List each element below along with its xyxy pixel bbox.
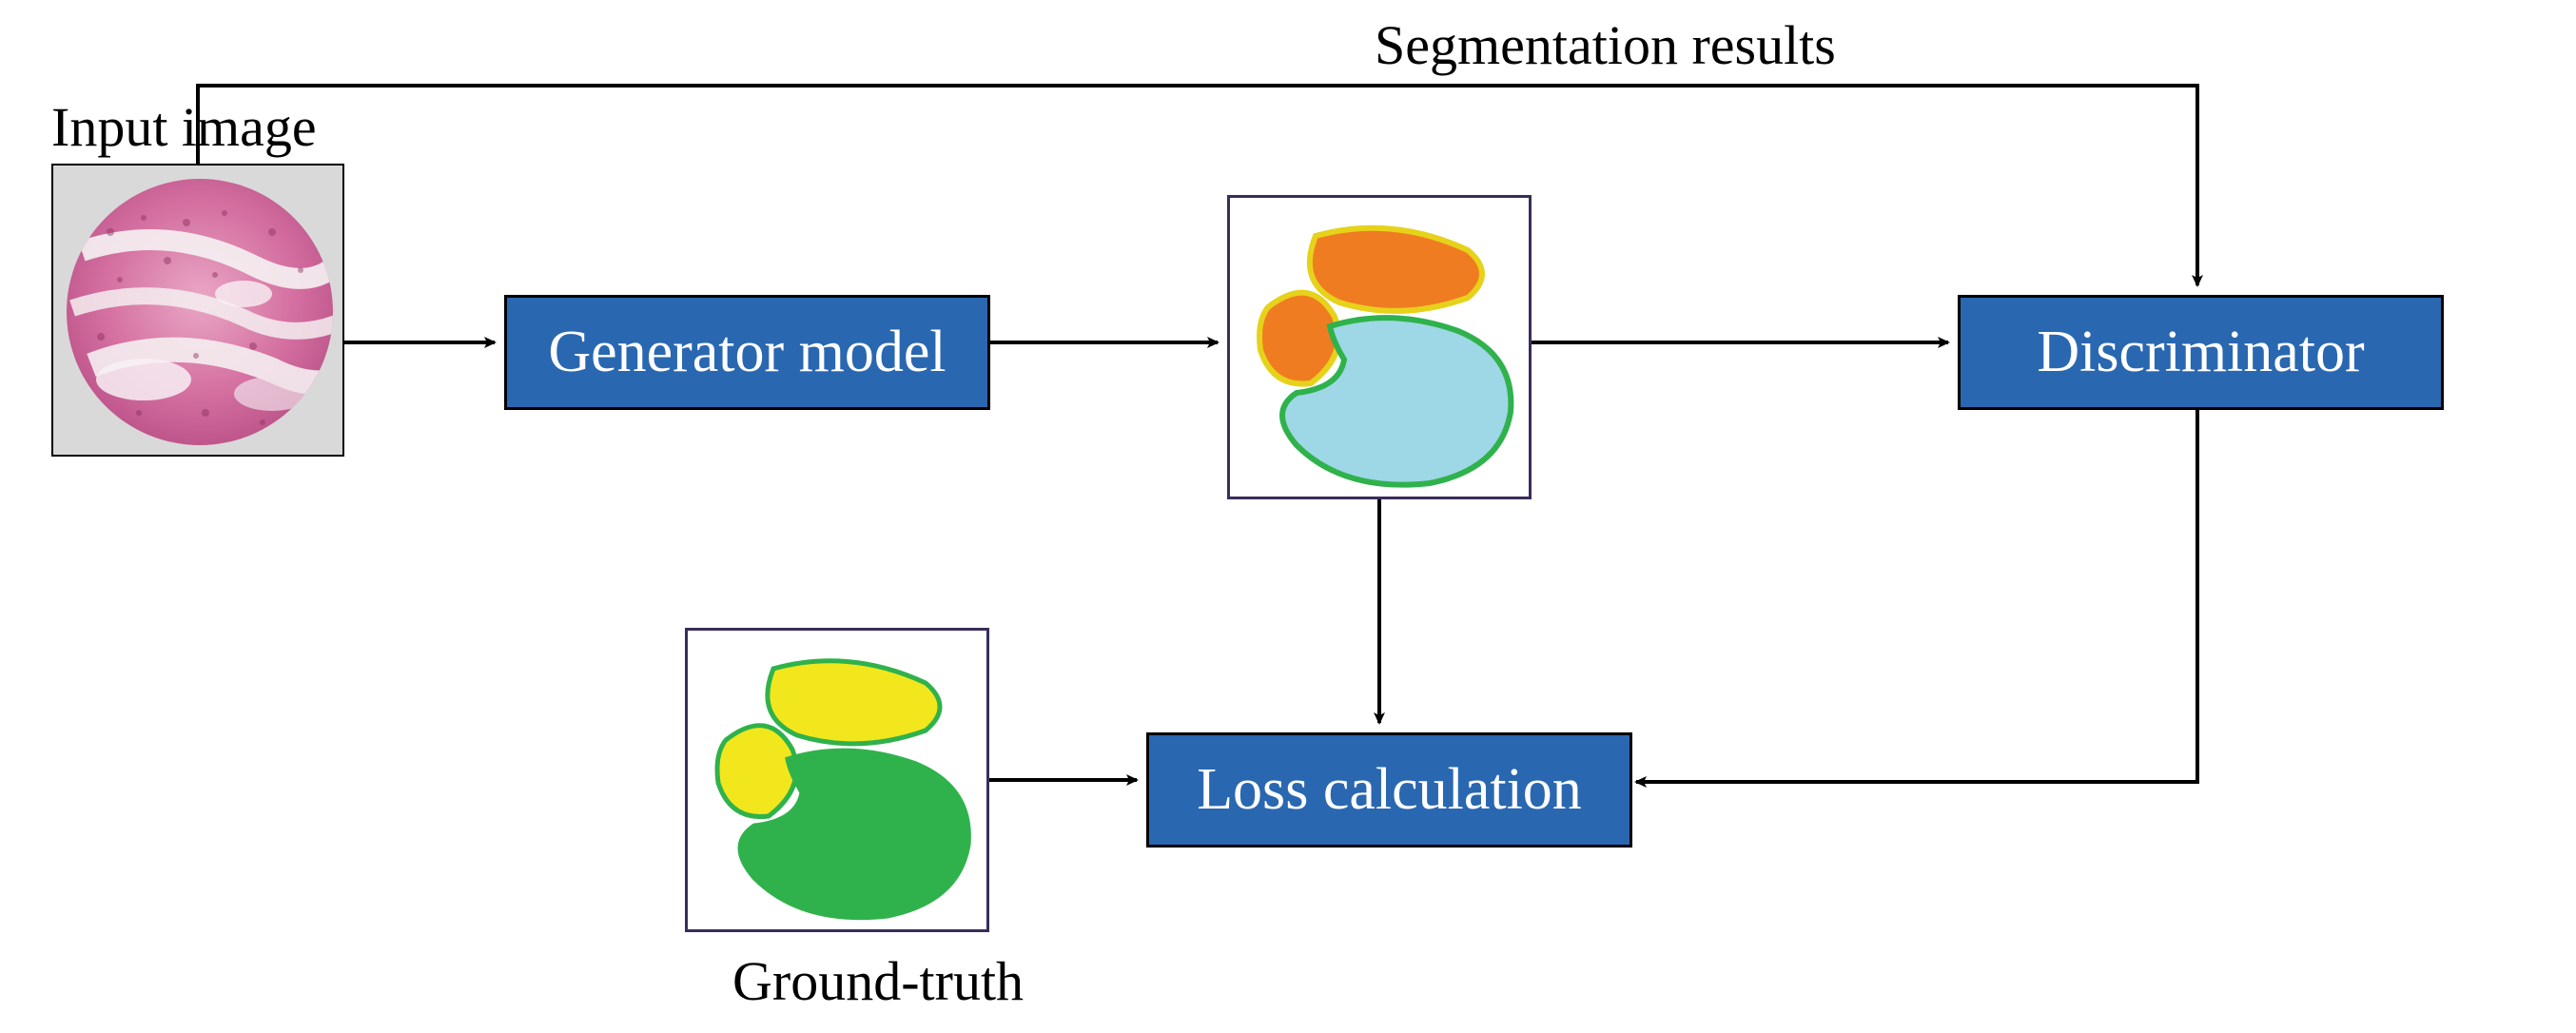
edge-seg-results-top bbox=[198, 86, 2197, 285]
seg-result-icon bbox=[1230, 198, 1534, 502]
diagram-canvas: Input image Segmentation results Ground-… bbox=[0, 0, 2576, 1033]
ground-truth-tile bbox=[685, 628, 989, 932]
discriminator-box: Discriminator bbox=[1958, 295, 2444, 410]
input-image-tile bbox=[51, 164, 344, 457]
arrows-layer bbox=[0, 0, 2576, 1033]
loss-label: Loss calculation bbox=[1197, 756, 1582, 824]
generator-label: Generator model bbox=[548, 319, 946, 386]
edge-disc-to-loss bbox=[1636, 404, 2197, 782]
segmentation-results-label: Segmentation results bbox=[1375, 13, 1836, 77]
input-image-label: Input image bbox=[51, 95, 317, 159]
tissue-icon bbox=[53, 166, 346, 458]
discriminator-label: Discriminator bbox=[2037, 319, 2364, 386]
ground-truth-icon bbox=[688, 631, 992, 935]
seg-result-tile bbox=[1227, 195, 1532, 499]
ground-truth-label: Ground-truth bbox=[732, 949, 1024, 1013]
generator-box: Generator model bbox=[504, 295, 990, 410]
loss-box: Loss calculation bbox=[1146, 732, 1632, 848]
